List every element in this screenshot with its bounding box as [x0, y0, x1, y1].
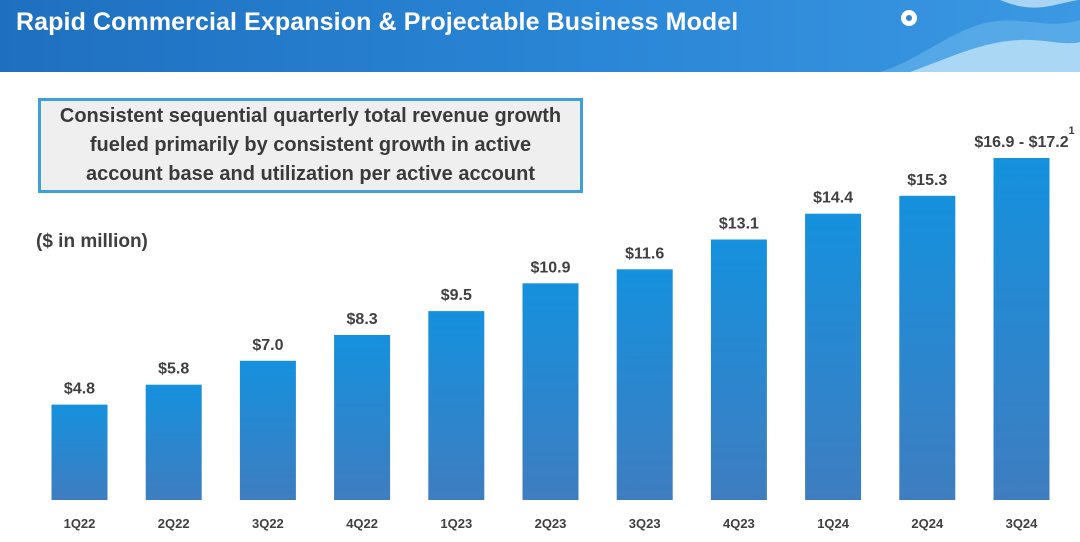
- circle-logo-icon: [901, 10, 917, 26]
- data-label-3Q24: $16.9 - $17.2: [974, 134, 1068, 151]
- footnote-marker: 1: [1069, 125, 1075, 137]
- x-tick-4Q22: 4Q22: [346, 516, 378, 531]
- data-label-2Q23: $10.9: [530, 259, 570, 276]
- bar-4Q22: [334, 335, 391, 500]
- x-tick-3Q22: 3Q22: [252, 516, 284, 531]
- bar-2Q24: [899, 195, 956, 501]
- bar-2Q22: [145, 384, 202, 500]
- data-label-2Q22: $5.8: [158, 361, 189, 378]
- x-tick-2Q24: 2Q24: [911, 516, 944, 531]
- x-tick-3Q24: 3Q24: [1006, 516, 1039, 531]
- data-label-1Q23: $9.5: [441, 287, 472, 304]
- bar-1Q24: [805, 213, 862, 500]
- page-title: Rapid Commercial Expansion & Projectable…: [16, 8, 739, 36]
- x-tick-1Q23: 1Q23: [440, 516, 472, 531]
- bar-4Q23: [710, 239, 767, 500]
- x-tick-2Q23: 2Q23: [535, 516, 567, 531]
- bar-2Q23: [522, 283, 579, 500]
- data-label-4Q23: $13.1: [719, 216, 759, 233]
- x-tick-4Q23: 4Q23: [723, 516, 755, 531]
- x-tick-1Q22: 1Q22: [64, 516, 96, 531]
- data-label-2Q24: $15.3: [907, 172, 947, 189]
- data-label-4Q22: $8.3: [347, 311, 378, 328]
- bar-3Q22: [239, 360, 296, 500]
- bar-3Q23: [616, 269, 673, 500]
- header-banner: Rapid Commercial Expansion & Projectable…: [0, 0, 1080, 72]
- callout-text: Consistent sequential quarterly total re…: [59, 105, 562, 185]
- bar-1Q22: [51, 404, 108, 500]
- bar-1Q23: [428, 311, 485, 500]
- wave-decoration: [880, 0, 1080, 72]
- data-label-3Q22: $7.0: [252, 337, 283, 354]
- data-label-1Q24: $14.4: [813, 190, 853, 207]
- data-label-1Q22: $4.8: [64, 381, 95, 398]
- data-label-3Q23: $11.6: [625, 245, 664, 262]
- x-tick-1Q24: 1Q24: [817, 516, 850, 531]
- x-tick-3Q23: 3Q23: [629, 516, 661, 531]
- callout-box: Consistent sequential quarterly total re…: [38, 98, 583, 193]
- bar-3Q24: [993, 158, 1050, 500]
- bars-group: $4.8 1Q22 $5.8 2Q22 $7.0 3Q22 $8.3 4Q22 $9.5 1Q23…: [51, 125, 1075, 531]
- x-tick-2Q22: 2Q22: [158, 516, 190, 531]
- units-label: ($ in million): [36, 231, 148, 252]
